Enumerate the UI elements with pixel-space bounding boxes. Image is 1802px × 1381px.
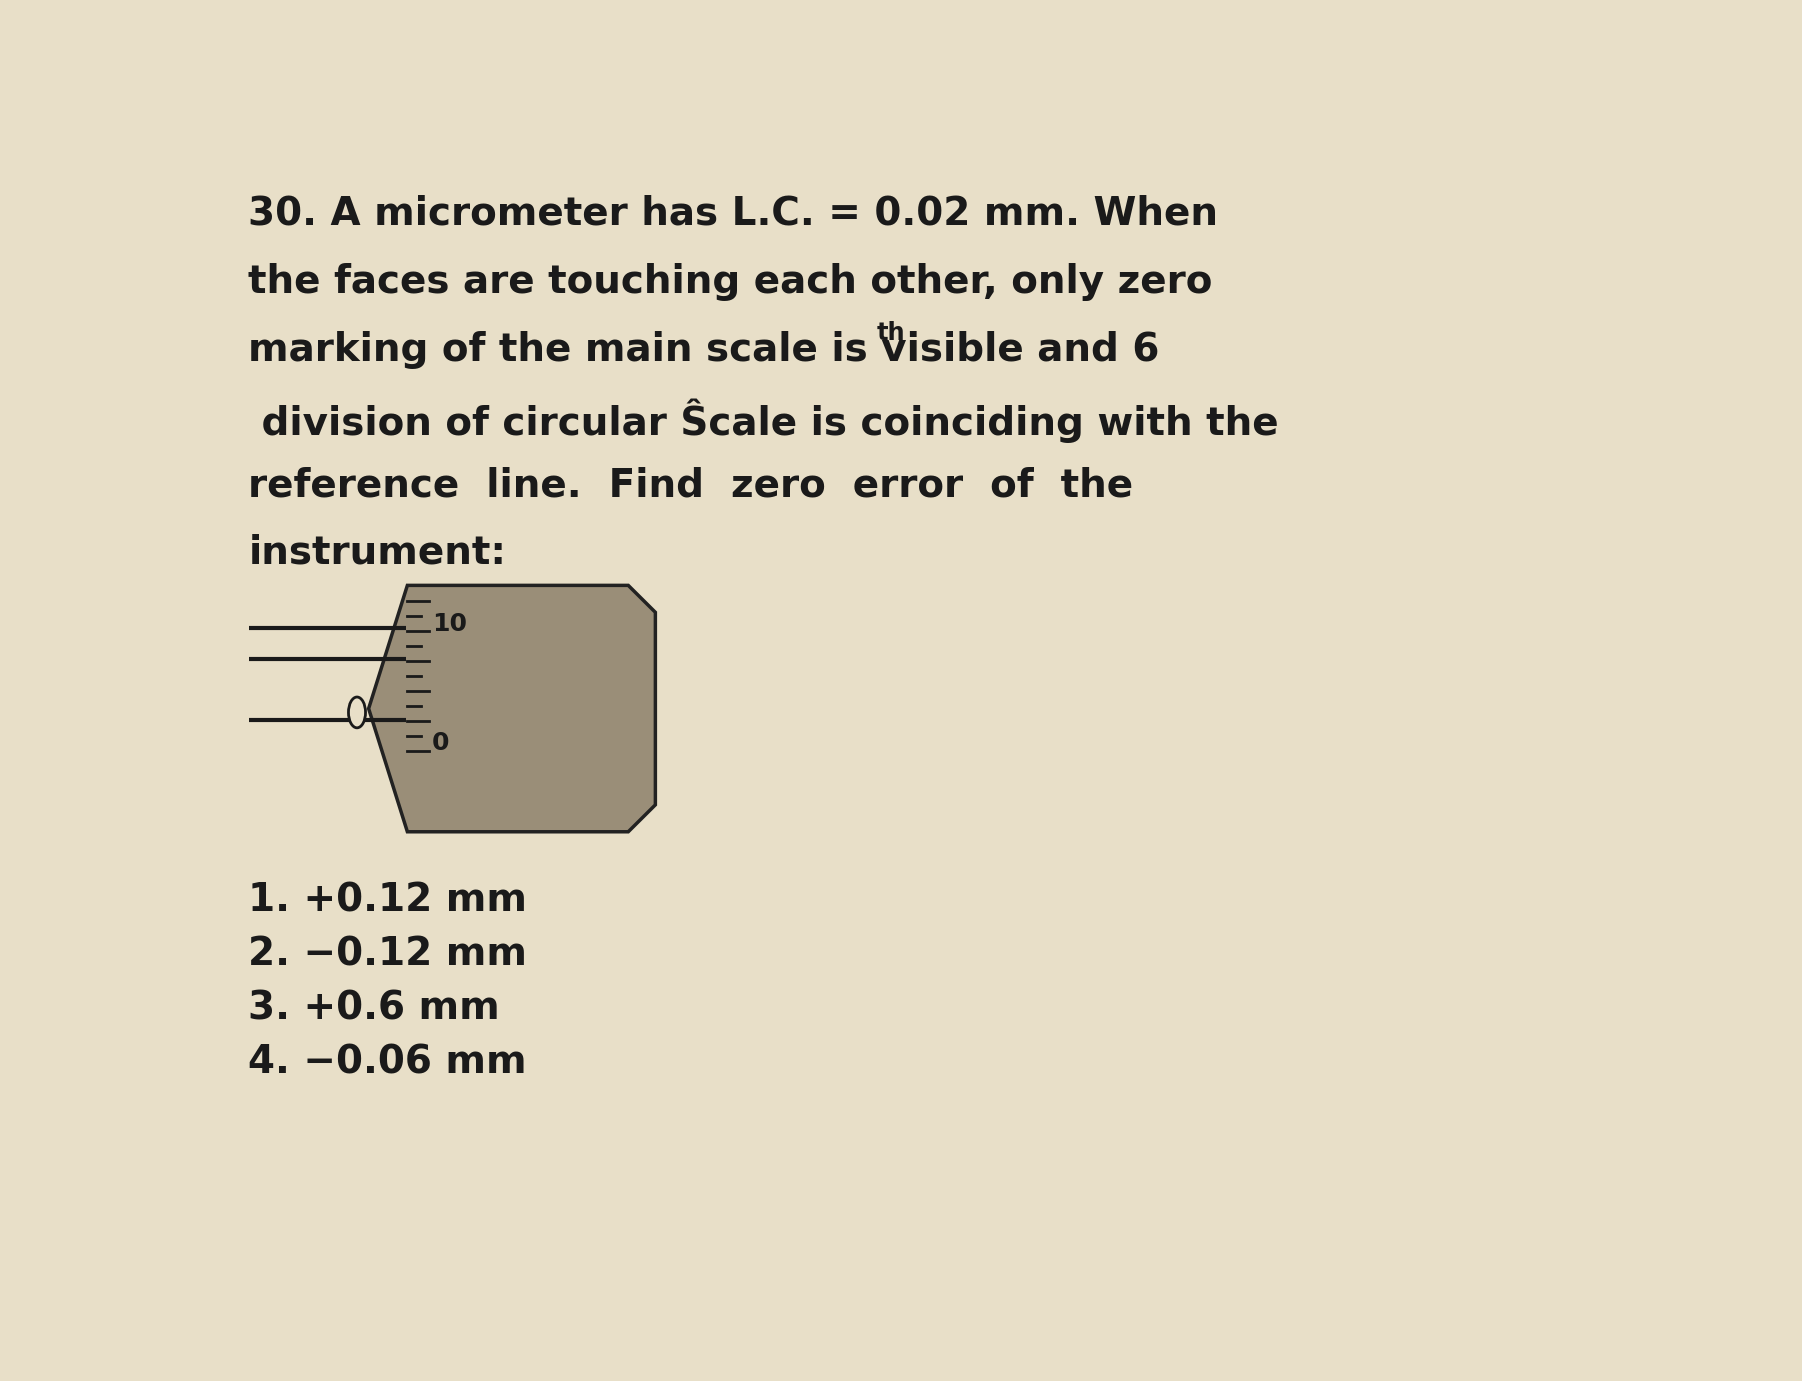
Text: instrument:: instrument: <box>249 534 506 572</box>
Text: 3. +0.6 mm: 3. +0.6 mm <box>249 990 501 1027</box>
Ellipse shape <box>348 697 366 728</box>
Polygon shape <box>369 586 656 831</box>
Text: 0: 0 <box>432 731 450 755</box>
Text: the faces are touching each other, only zero: the faces are touching each other, only … <box>249 262 1213 301</box>
Text: reference  line.  Find  zero  error  of  the: reference line. Find zero error of the <box>249 465 1133 504</box>
Text: marking of the main scale is visible and 6: marking of the main scale is visible and… <box>249 330 1160 369</box>
Text: division of circular Ŝcale is coinciding with the: division of circular Ŝcale is coinciding… <box>249 398 1279 443</box>
Text: 30. A micrometer has L.C. = 0.02 mm. When: 30. A micrometer has L.C. = 0.02 mm. Whe… <box>249 195 1218 233</box>
Text: 1. +0.12 mm: 1. +0.12 mm <box>249 882 528 920</box>
Text: 10: 10 <box>432 612 467 635</box>
Text: th: th <box>876 322 905 345</box>
Text: 4. −0.06 mm: 4. −0.06 mm <box>249 1044 528 1081</box>
Text: 2. −0.12 mm: 2. −0.12 mm <box>249 936 528 974</box>
